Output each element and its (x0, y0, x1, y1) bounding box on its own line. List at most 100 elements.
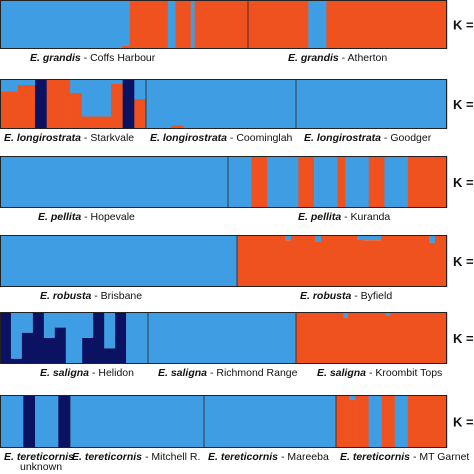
species-name: E. grandis (30, 52, 81, 64)
admixture-bar-segment (357, 239, 364, 287)
admixture-bar-segment (381, 395, 396, 448)
panel-frame (0, 235, 447, 287)
admixture-bar-segment (315, 241, 322, 287)
admixture-bar-segment (65, 312, 83, 364)
admixture-bar-segment (298, 156, 315, 208)
admixture-bar-segment (194, 0, 249, 49)
structure-panel: E. longirostrata - Starkvale E. longirost… (0, 79, 474, 144)
population-label: E. saligna - Kroombit Tops (317, 367, 442, 379)
admixture-bar-segment (10, 312, 23, 359)
admixture-bar-segment (81, 79, 94, 117)
location-name: - MT Garnet (410, 451, 469, 463)
location-name: - Richmond Range (207, 367, 298, 379)
admixture-bar-segment (54, 312, 67, 328)
admixture-bar-segment (390, 312, 448, 364)
admixture-bar-segment (355, 395, 369, 448)
location-name: - Starkvale (81, 132, 134, 144)
admixture-bar-segment (17, 79, 36, 85)
species-name: E. tereticornis (4, 451, 74, 463)
admixture-bar-segment (10, 358, 23, 364)
population-label: E. grandis - Coffs Harbour (30, 52, 156, 64)
species-name: E. longirostrata (150, 132, 227, 144)
admixture-bar-segment (115, 312, 127, 364)
population-label: E. longirostrata - Starkvale (4, 132, 134, 144)
admixture-bar-segment (23, 395, 36, 448)
admixture-bar-segment (171, 125, 184, 129)
admixture-bar-segment (129, 0, 169, 49)
structure-panel: E. saligna - Helidon E. saligna - Richmon… (0, 312, 474, 379)
location-name: - Coominglah (227, 132, 293, 144)
structure-panel: E. pellita - Hopevale E. pellita - Kurand… (0, 156, 474, 223)
admixture-bar-segment (134, 99, 147, 129)
admixture-bar-segment (110, 84, 123, 129)
admixture-bar-segment (385, 312, 391, 316)
admixture-bar-segment (349, 395, 356, 400)
admixture-bar-segment (70, 93, 83, 129)
admixture-bar-segment (291, 235, 316, 287)
species-name: E. pellita (38, 211, 81, 223)
admixture-bar-segment (190, 0, 195, 49)
admixture-bar-segment (46, 79, 71, 129)
species-name: E. tereticornis (72, 451, 142, 463)
admixture-bar-segment (0, 0, 123, 49)
k-label: K = (453, 415, 474, 430)
admixture-bar-segment (326, 0, 448, 49)
k-label: K = (453, 254, 474, 269)
structure-panel: E. robusta - Brisbane E. robusta - Byfiel… (0, 235, 474, 302)
location-name: - Atherton (339, 52, 388, 64)
location-name: - Mareeba (278, 451, 329, 463)
admixture-bar-segment (122, 45, 131, 49)
panel-frame (0, 0, 447, 49)
admixture-bar-segment (308, 0, 327, 49)
admixture-bar-segment (0, 235, 238, 287)
species-name: E. longirostrata (4, 132, 81, 144)
admixture-bar-segment (175, 0, 192, 49)
admixture-bar-segment (228, 156, 252, 208)
admixture-bar-segment (70, 395, 205, 448)
species-name: E. robusta (300, 290, 352, 302)
admixture-bar-segment (43, 312, 56, 338)
admixture-bar-segment (134, 79, 147, 99)
admixture-bar-segment (171, 79, 184, 126)
species-name: E. saligna (40, 367, 89, 379)
admixture-bar-segment (315, 235, 322, 242)
species-name: E. tereticornis (340, 451, 410, 463)
admixture-bar-segment (337, 156, 346, 208)
admixture-bar-segment (122, 0, 131, 46)
admixture-bar-segment (82, 338, 94, 364)
admixture-bar-segment (336, 395, 350, 448)
population-label: E. longirostrata - Goodger (304, 132, 432, 144)
admixture-bar-segment (321, 235, 358, 287)
admixture-bar-segment (429, 242, 436, 287)
admixture-bar-segment (58, 395, 71, 448)
admixture-bar-segment (0, 79, 18, 92)
population-label: E. saligna - Helidon (40, 367, 134, 379)
species-name: E. tereticornis (208, 451, 278, 463)
admixture-bar-segment (296, 312, 344, 364)
admixture-bar-segment (32, 312, 45, 364)
location-name: - Goodger (381, 132, 432, 144)
admixture-bar-segment (183, 79, 297, 129)
admixture-bar-segment (54, 327, 67, 364)
admixture-bar-segment (363, 235, 382, 241)
admixture-bar-segment (296, 79, 448, 129)
population-label: E. longirostrata - Coominglah (150, 132, 293, 144)
admixture-bar-segment (35, 79, 48, 129)
admixture-bar-segment (167, 0, 176, 49)
population-label: E. robusta - Byfield (300, 290, 392, 302)
admixture-bar-segment (343, 317, 349, 364)
k-label: K = (453, 175, 474, 190)
structure-panel: E. grandis - Coffs Harbour E. grandis - A… (0, 0, 474, 64)
admixture-bar-segment (81, 116, 94, 129)
admixture-bar-segment (345, 156, 370, 208)
panel-frame (0, 395, 447, 448)
population-label: E. robusta - Brisbane (40, 290, 142, 302)
admixture-bar-segment (385, 315, 391, 364)
population-label: E. tereticornis - Mitchell R. (72, 451, 200, 463)
population-label: E. saligna - Richmond Range (158, 367, 298, 379)
admixture-bar-segment (17, 85, 36, 129)
admixture-bar-segment (248, 0, 309, 49)
admixture-bar-segment (0, 395, 24, 448)
admixture-bar-segment (21, 332, 34, 364)
k-label: K = (453, 97, 474, 112)
